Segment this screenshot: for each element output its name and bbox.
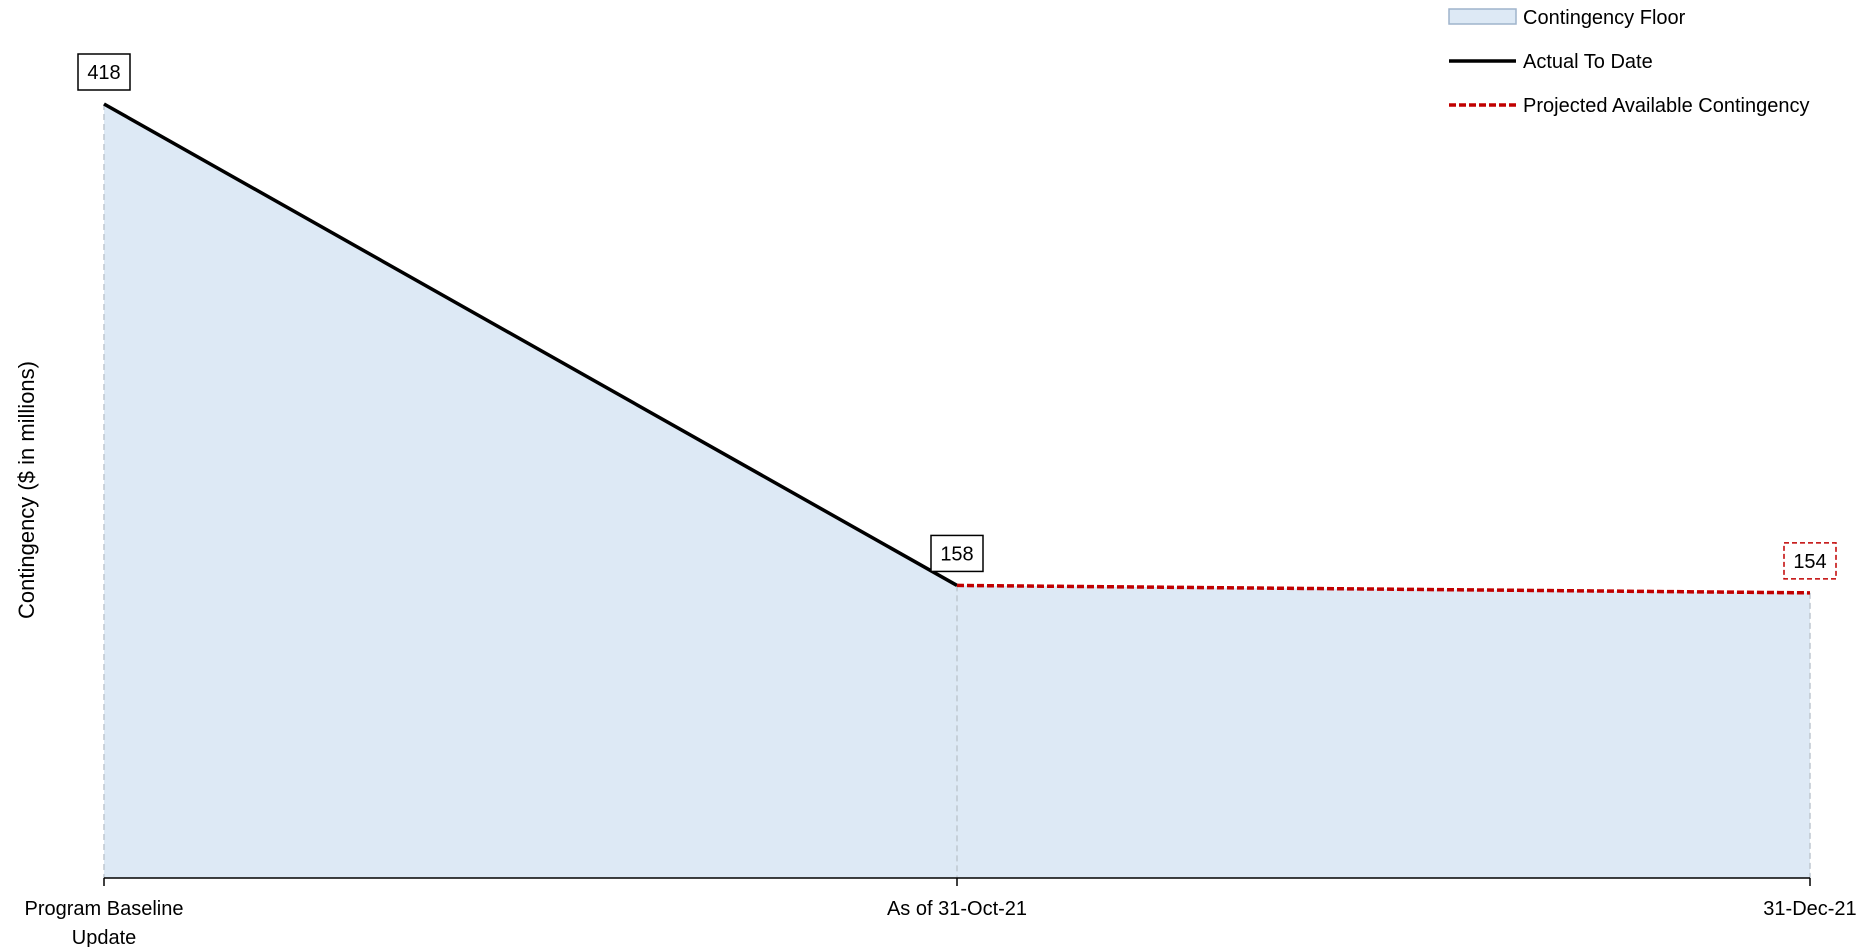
data-label-text: 154 [1793, 551, 1826, 573]
label-layer: 418 158 154 [77, 53, 1837, 580]
data-label-158: 158 [930, 534, 984, 573]
legend-label: Projected Available Contingency [1523, 95, 1809, 117]
guide-layer [103, 104, 1811, 878]
y-axis-label: Contingency ($ in millions) [14, 361, 39, 619]
legend: Contingency Floor Actual To Date Projected… [1448, 7, 1809, 117]
legend-label: Contingency Floor [1523, 7, 1686, 29]
line-projected-available-contingency [956, 583, 1811, 595]
data-label-box [1783, 542, 1837, 580]
line-actual-to-date [103, 102, 958, 587]
axis-layer: Program Baseline Update As of 31-Oct-21 31-… [25, 877, 1857, 949]
legend-item-contingency-floor: Contingency Floor [1448, 7, 1686, 29]
legend-item-actual-to-date: Actual To Date [1449, 51, 1653, 73]
data-label-text: 158 [940, 543, 973, 565]
data-label-154: 154 [1783, 542, 1837, 580]
data-label-text: 418 [87, 62, 120, 84]
x-tick-label-as-of-31-oct-21: As of 31-Oct-21 [887, 898, 1027, 920]
legend-label: Actual To Date [1523, 51, 1653, 73]
area-layer [104, 104, 1810, 878]
data-label-418: 418 [77, 53, 131, 91]
x-tick-label-31-dec-21: 31-Dec-21 [1763, 898, 1856, 920]
legend-swatch-area [1448, 8, 1517, 25]
line-layer [103, 102, 1811, 595]
legend-item-projected-available-contingency: Projected Available Contingency [1449, 95, 1809, 117]
data-label-box [77, 53, 131, 91]
x-tick-label-program-baseline-update: Program Baseline Update [25, 898, 184, 947]
area-contingency-floor [104, 104, 1810, 878]
data-label-box [930, 534, 984, 573]
